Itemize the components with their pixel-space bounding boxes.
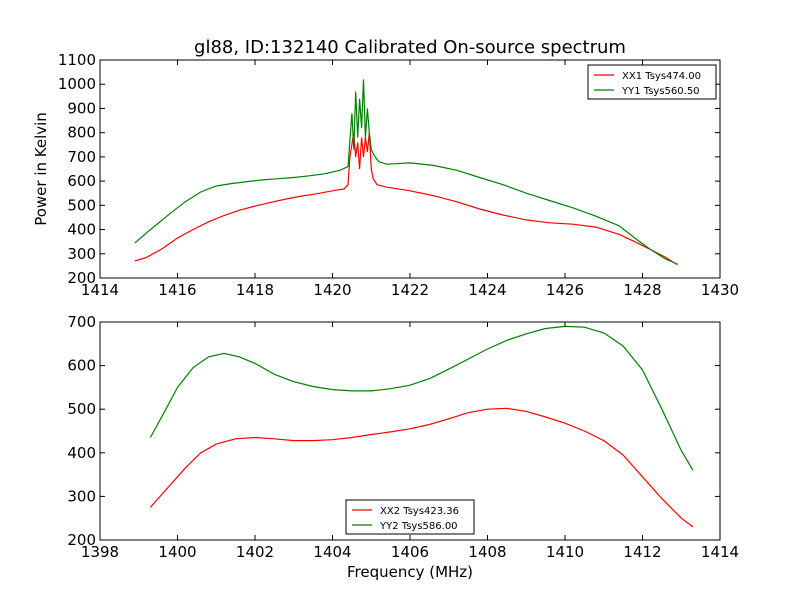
y-tick-label: 300: [67, 487, 96, 505]
y-tick-label: 1100: [58, 51, 96, 69]
x-tick-label: 1424: [468, 281, 506, 299]
y-tick-label: 800: [67, 124, 96, 142]
y-tick-label: 400: [67, 444, 96, 462]
x-tick-label: 1418: [236, 281, 274, 299]
plot-top: 1414 1416 1418 1420 1422 1424 1426 1428 1430 200 3…: [58, 51, 739, 299]
y-tick-label: 200: [67, 531, 96, 549]
legend: XX1 Tsys474.00 YY1 Tsys560.50: [587, 64, 717, 100]
x-tick-label: 1410: [546, 543, 584, 561]
x-tick-label: 1412: [623, 543, 661, 561]
y-tick-label: 600: [67, 357, 96, 375]
x-tick-label: 1420: [313, 281, 351, 299]
series-line-1: [134, 132, 678, 266]
legend-entry: XX2 Tsys423.36: [380, 506, 459, 517]
y-tick-label: 900: [67, 99, 96, 117]
x-tick-label: 1422: [391, 281, 429, 299]
chart-title: gl88, ID:132140 Calibrated On-source spe…: [194, 37, 626, 58]
y-tick-label: 300: [67, 245, 96, 263]
series-line-1: [149, 407, 694, 528]
y-tick-label: 700: [67, 313, 96, 331]
legend-box: [587, 64, 717, 100]
legend-entry: XX1 Tsys474.00: [622, 71, 701, 82]
x-tick-label: 1408: [468, 543, 506, 561]
y-tick-label: 500: [67, 196, 96, 214]
legend-entry: YY1 Tsys560.50: [621, 86, 700, 97]
x-tick-label: 1398: [81, 543, 119, 561]
plot-bottom: 1398 1400 1402 1404 1406 1408 1410 1412 1414 200 3…: [67, 313, 739, 561]
y-tick-label: 400: [67, 221, 96, 239]
x-tick-label: 1426: [546, 281, 584, 299]
series-line-2: [134, 79, 678, 265]
y-tick-label: 500: [67, 400, 96, 418]
x-tick-label: 1416: [158, 281, 196, 299]
x-tick-label: 1428: [623, 281, 661, 299]
x-tick-label: 1406: [391, 543, 429, 561]
x-tick-label: 1414: [701, 543, 739, 561]
x-axis-label-bottom: Frequency (MHz): [347, 563, 473, 581]
y-axis-label-top: Power in Kelvin: [32, 112, 50, 226]
series-line-2: [149, 325, 694, 471]
x-tick-label: 1414: [81, 281, 119, 299]
y-tick-label: 1000: [58, 75, 96, 93]
x-tick-label: 1404: [313, 543, 351, 561]
y-tick-label: 600: [67, 172, 96, 190]
legend-box: [345, 499, 475, 535]
x-tick-label: 1400: [158, 543, 196, 561]
y-tick-label: 200: [67, 269, 96, 287]
legend: XX2 Tsys423.36 YY2 Tsys586.00: [345, 499, 475, 535]
y-tick-label: 700: [67, 148, 96, 166]
legend-entry: YY2 Tsys586.00: [379, 521, 458, 532]
x-tick-label: 1402: [236, 543, 274, 561]
x-tick-label: 1430: [701, 281, 739, 299]
